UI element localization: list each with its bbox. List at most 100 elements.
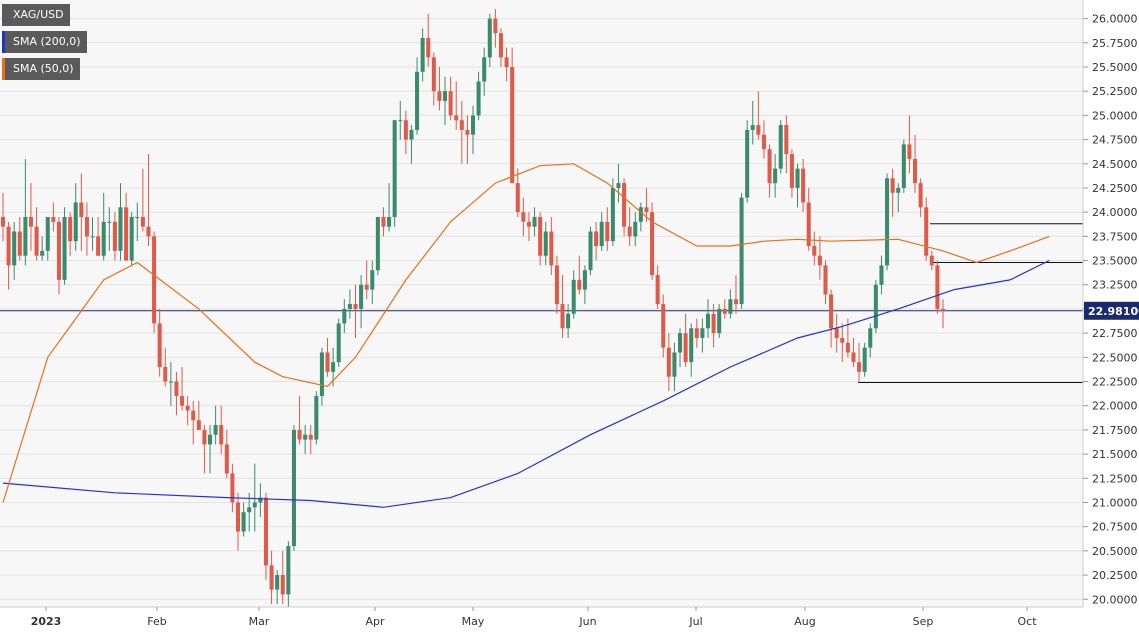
candle-body (17, 231, 22, 256)
candle-body (353, 304, 358, 309)
candle-body (269, 565, 274, 590)
candle-body (532, 217, 537, 227)
candle-body (107, 221, 112, 223)
x-tick-label: Feb (147, 615, 166, 628)
candle-body (45, 217, 50, 251)
candle-body (163, 367, 168, 382)
candle-body (84, 217, 89, 237)
candle-body (538, 217, 543, 256)
candle-body (157, 323, 162, 367)
candle-body (118, 207, 123, 251)
y-tick-label: 25.2500 (1092, 85, 1138, 98)
candle-body (896, 187, 901, 193)
candle-body (90, 236, 95, 238)
x-tick-label: Aug (794, 615, 815, 628)
candle-body (308, 434, 313, 440)
candle-body (868, 328, 873, 348)
y-tick-label: 24.7500 (1092, 134, 1138, 147)
candle-body (79, 202, 84, 217)
candle-body (622, 183, 627, 227)
candle-body (672, 352, 677, 377)
y-tick-label: 25.5000 (1092, 61, 1138, 74)
candle-body (566, 313, 571, 329)
candle-body (319, 352, 324, 397)
candle-body (208, 434, 213, 445)
candle-body (873, 284, 878, 329)
candle-body (68, 217, 73, 242)
candle-body (728, 299, 733, 314)
candle-body (241, 512, 246, 532)
candle-body (51, 217, 56, 222)
candle-body (297, 429, 302, 440)
candle-body (213, 425, 218, 435)
y-tick-label: 26.0000 (1092, 13, 1138, 26)
candle-body (258, 497, 263, 503)
candle-body (789, 154, 794, 188)
x-tick-label: 2023 (31, 615, 62, 628)
candle-body (605, 221, 610, 242)
horizontal-levels (0, 223, 1083, 383)
candle-body (817, 255, 822, 266)
candle-body (280, 575, 285, 595)
y-tick-label: 22.7500 (1092, 327, 1138, 340)
y-tick-label: 21.5000 (1092, 448, 1138, 461)
candle-body (426, 37, 431, 58)
candle-body (845, 342, 850, 353)
candle-body (705, 313, 711, 329)
candle-body (582, 270, 587, 290)
candle-body (336, 323, 341, 363)
candle-body (448, 91, 453, 116)
candle-body (778, 125, 783, 169)
candle-body (862, 347, 867, 372)
candle-body (482, 57, 487, 82)
candle-body (129, 217, 134, 261)
candle-body (633, 221, 638, 237)
x-axis-panel (0, 607, 1083, 630)
candle-body (678, 333, 683, 353)
candle-body (806, 202, 811, 247)
x-tick-label: May (462, 615, 485, 628)
candle-body (935, 265, 940, 309)
candle-body (73, 202, 78, 242)
y-tick-label: 23.7500 (1092, 230, 1138, 243)
candle-body (795, 168, 800, 188)
candle-body (375, 217, 380, 271)
candle-body (885, 178, 890, 266)
candle-body (840, 337, 845, 343)
x-tick-label: Sep (913, 615, 934, 628)
candle-body (498, 33, 503, 58)
y-tick-label: 24.0000 (1092, 206, 1138, 219)
candle-body (857, 362, 862, 372)
candle-body (650, 212, 655, 276)
candle-body (286, 546, 291, 595)
candle-body (342, 308, 347, 324)
candle-body (644, 207, 649, 213)
y-tick-label: 21.7500 (1092, 424, 1138, 437)
candle-body (135, 217, 140, 218)
y-tick-label: 21.0000 (1092, 496, 1138, 509)
candle-body (62, 217, 67, 280)
candle-body (392, 120, 397, 217)
candle-body (829, 294, 834, 329)
candle-body (655, 275, 660, 305)
candle-body (454, 115, 459, 121)
candle-body (470, 115, 476, 135)
sma200-line (2, 259, 1050, 508)
candle-body (28, 217, 33, 227)
candles (0, 8, 946, 607)
candle-body (510, 67, 515, 184)
candle-body (40, 250, 45, 256)
candle-body (6, 226, 11, 266)
x-axis: 2023 Feb Mar Apr May Jun Jul Aug Sep Oct (0, 606, 1083, 630)
candle-body (616, 183, 621, 188)
candle-body (722, 308, 727, 314)
legend-title: XAG/USD (2, 4, 70, 26)
candle-body (235, 502, 241, 532)
candle-body (717, 308, 722, 334)
x-tick-label: Mar (249, 615, 270, 628)
candle-body (801, 168, 806, 203)
candle-body (638, 207, 643, 222)
y-tick-label: 22.2500 (1092, 376, 1138, 389)
candle-body (331, 362, 336, 372)
